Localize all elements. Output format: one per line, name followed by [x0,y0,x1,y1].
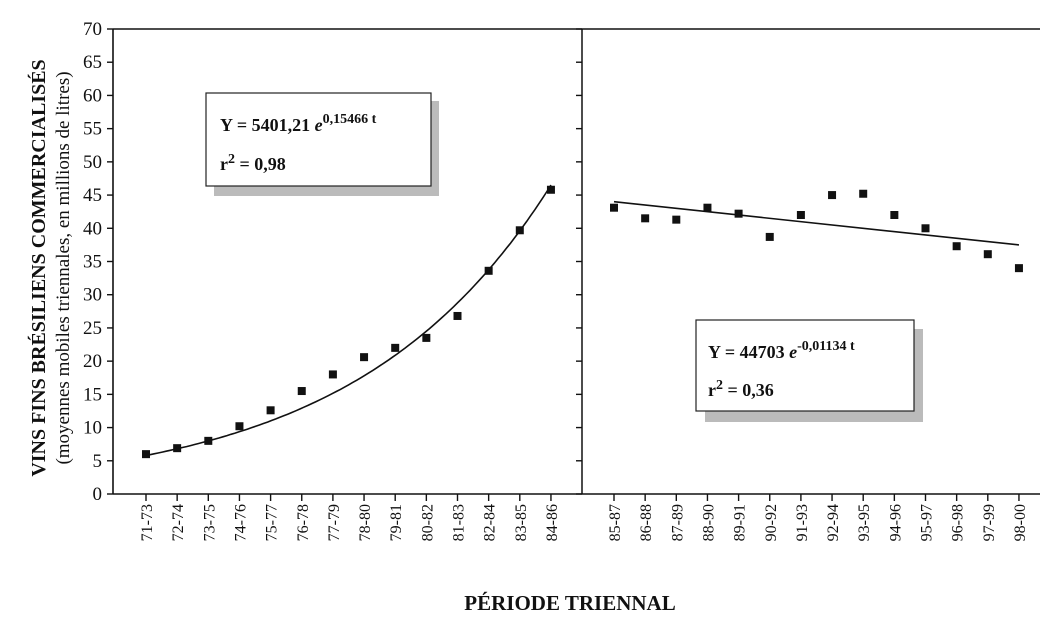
data-point [890,211,899,219]
data-point [297,387,306,396]
equation-box-left-frame [205,92,432,187]
y-tick-label: 55 [83,119,102,140]
x-tick-label: 94-96 [887,504,904,541]
data-point [672,215,681,224]
x-tick-label: 71-73 [139,504,156,541]
equation-left-r2: r2 = 0,98 [220,152,286,174]
x-tick-label: 93-95 [856,504,873,541]
x-tick-label: 84-86 [544,504,561,541]
x-tick-label: 89-91 [732,504,749,541]
data-point [173,444,182,453]
data-point [641,214,650,223]
x-tick-label: 72-74 [170,504,187,541]
data-point [484,266,493,275]
data-point [859,189,868,198]
data-point [796,211,805,219]
x-tick-label: 87-89 [669,504,686,541]
x-tick-label: 92-94 [825,504,842,541]
x-tick-label: 80-82 [419,504,436,541]
equation-right-r2: r2 = 0,36 [708,378,774,400]
data-point [952,242,961,251]
y-tick-label: 35 [83,252,102,273]
y-tick-label: 40 [83,218,102,239]
y-axis-subtitle-group: (moyennes mobiles triennales, en million… [53,71,74,464]
data-point [1014,264,1023,273]
x-tick-label: 83-85 [513,504,530,541]
x-tick-label: 90-92 [763,504,780,541]
x-tick-label: 98-00 [1012,504,1029,541]
x-tick-label: 74-76 [232,504,249,541]
y-tick-label: 70 [83,19,102,40]
trend-line-right [613,200,1020,246]
y-tick-label: 5 [93,451,103,472]
y-tick-label: 10 [83,418,102,439]
data-point [610,203,618,212]
data-point [422,333,431,342]
x-tick-label: 75-77 [264,504,281,541]
y-tick-label: 15 [83,384,102,405]
x-tick-label: 77-79 [326,504,343,541]
x-axis-title: PÉRIODE TRIENNAL [464,591,675,615]
x-tick-label: 95-97 [919,504,936,541]
y-axis-ticks: 0 5 10 15 20 25 30 35 40 45 50 55 60 65 70 [83,19,582,505]
y-axis-title: VINS FINS BRÉSILIENS COMMERCIALISÉS [27,59,50,476]
y-axis-subtitle: (moyennes mobiles triennales, en million… [53,71,74,464]
x-tick-label: 81-83 [451,504,468,541]
y-tick-label: 25 [83,318,102,339]
y-tick-label: 50 [83,152,102,173]
data-points [142,185,1023,459]
x-tick-label: 76-78 [295,504,312,541]
x-tick-label: 97-99 [981,504,998,541]
x-tick-label: 78-80 [357,504,374,541]
y-tick-label: 60 [83,85,102,106]
data-point [765,232,774,241]
data-point [703,203,712,212]
data-point [235,422,244,431]
data-point [142,450,150,459]
data-point [983,250,992,259]
data-point [391,343,400,352]
equation-box-right-frame [695,319,915,412]
x-tick-label: 91-93 [794,504,811,541]
x-tick-label: 88-90 [700,504,717,541]
x-tick-label: 73-75 [201,504,218,541]
data-point [828,191,837,200]
x-tick-label: 82-84 [482,504,499,541]
data-point [328,370,337,379]
data-point [453,311,462,320]
data-point [515,226,524,235]
y-tick-label: 30 [83,285,102,306]
x-tick-label: 86-88 [638,504,655,541]
y-tick-label: 0 [93,484,103,505]
data-point [204,436,213,445]
equation-box-left: Y = 5401,21 e0,15466 t r2 = 0,98 [205,92,439,196]
x-tick-label: 85-87 [607,504,624,541]
data-point [360,353,369,362]
x-tick-label: 96-98 [950,504,967,541]
data-point [546,185,555,194]
y-tick-label: 45 [83,185,102,206]
y-tick-label: 65 [83,52,102,73]
data-point [921,224,930,233]
equation-left-formula: Y = 5401,21 e0,15466 t [220,112,377,135]
data-point [266,406,275,415]
equation-box-right: Y = 44703 e-0,01134 t r2 = 0,36 [695,319,923,422]
trend-line-left [145,184,552,457]
trend-lines [145,184,1020,457]
equation-right-formula: Y = 44703 e-0,01134 t [708,339,855,362]
y-axis-title-group: VINS FINS BRÉSILIENS COMMERCIALISÉS [27,59,50,476]
y-tick-label: 20 [83,351,102,372]
x-tick-label: 79-81 [388,504,405,541]
x-axis-ticks: 71-73 72-74 73-75 74-76 75-77 76-78 77-79 78-80… [139,494,1029,541]
data-point [734,209,743,218]
